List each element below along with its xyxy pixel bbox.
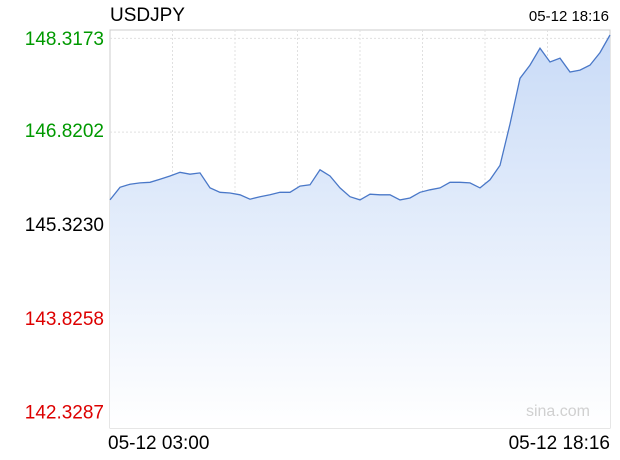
chart-title: USDJPY bbox=[110, 5, 185, 26]
y-tick-label: 146.8202 bbox=[25, 121, 104, 142]
y-tick-label: 148.3173 bbox=[25, 29, 104, 50]
price-line bbox=[109, 34, 611, 201]
watermark: sina.com bbox=[526, 403, 590, 420]
y-tick-label: 145.3230 bbox=[25, 215, 104, 236]
x-tick-label: 05-12 03:00 bbox=[108, 433, 209, 454]
y-tick-label: 142.3287 bbox=[25, 403, 104, 424]
area-fill bbox=[110, 35, 610, 428]
x-tick-label: 05-12 18:16 bbox=[509, 433, 610, 454]
timestamp: 05-12 18:16 bbox=[529, 8, 609, 25]
plot bbox=[109, 34, 611, 428]
y-tick-label: 143.8258 bbox=[25, 309, 104, 330]
